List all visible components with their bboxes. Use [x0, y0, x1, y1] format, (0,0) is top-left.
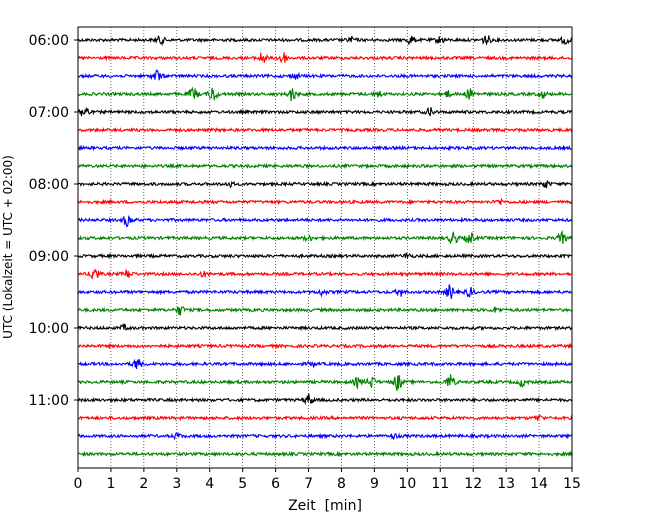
trace-0745 [77, 162, 573, 170]
trace-0945 [78, 305, 573, 316]
x-tick-label: 0 [74, 476, 83, 492]
plot-frame [77, 26, 573, 469]
y-tick-label: 10:00 [29, 321, 69, 337]
y-tick-label: 06:00 [29, 33, 69, 49]
trace-0730 [77, 144, 573, 152]
trace-0630 [77, 69, 573, 81]
y-tick-label: 07:00 [29, 105, 69, 121]
x-tick-label: 8 [337, 476, 346, 492]
trace-0930 [77, 284, 573, 299]
x-tick-label: 6 [271, 476, 280, 492]
trace-1145 [77, 450, 573, 458]
trace-0915 [77, 268, 573, 279]
plot-background [78, 27, 572, 468]
y-axis-ticks: 06:00 07:00 08:00 09:00 10:00 11:00 [29, 33, 78, 409]
x-tick-label: 14 [530, 476, 548, 492]
x-tick-label: 5 [238, 476, 247, 492]
trace-0815 [77, 197, 573, 206]
x-tick-label: 10 [398, 476, 416, 492]
x-tick-label: 2 [139, 476, 148, 492]
trace-0645 [77, 86, 573, 101]
y-axis-label: UTC (Lokalzeit = UTC + 02:00) [1, 155, 15, 339]
x-axis-ticks: 0 1 2 3 4 5 6 7 8 9 10 11 12 13 14 15 [74, 468, 581, 492]
y-tick-label: 09:00 [29, 249, 69, 265]
trace-0600 [77, 35, 573, 47]
x-tick-label: 3 [172, 476, 181, 492]
trace-1000 [77, 323, 573, 332]
trace-1015 [77, 342, 573, 350]
x-tick-label: 11 [431, 476, 449, 492]
x-tick-label: 9 [370, 476, 379, 492]
x-tick-label: 13 [497, 476, 515, 492]
trace-0715 [77, 126, 573, 134]
x-tick-label: 7 [304, 476, 313, 492]
trace-0700 [77, 107, 573, 117]
trace-1030 [77, 358, 573, 369]
trace-1130 [77, 431, 573, 441]
trace-1045 [77, 374, 573, 391]
trace-0900 [77, 252, 573, 260]
trace-0800 [77, 179, 573, 189]
y-tick-label: 08:00 [29, 177, 69, 193]
x-tick-label: 4 [205, 476, 214, 492]
trace-0845 [77, 229, 573, 245]
trace-1115 [77, 414, 573, 422]
y-tick-label: 11:00 [29, 393, 69, 409]
x-tick-label: 15 [563, 476, 581, 492]
trace-0830 [77, 214, 573, 228]
x-axis-label: Zeit [min] [288, 498, 362, 514]
trace-1100 [77, 393, 573, 406]
x-tick-label: 1 [106, 476, 115, 492]
trace-0615 [77, 52, 573, 64]
x-tick-label: 12 [464, 476, 482, 492]
trace-group [77, 35, 573, 458]
